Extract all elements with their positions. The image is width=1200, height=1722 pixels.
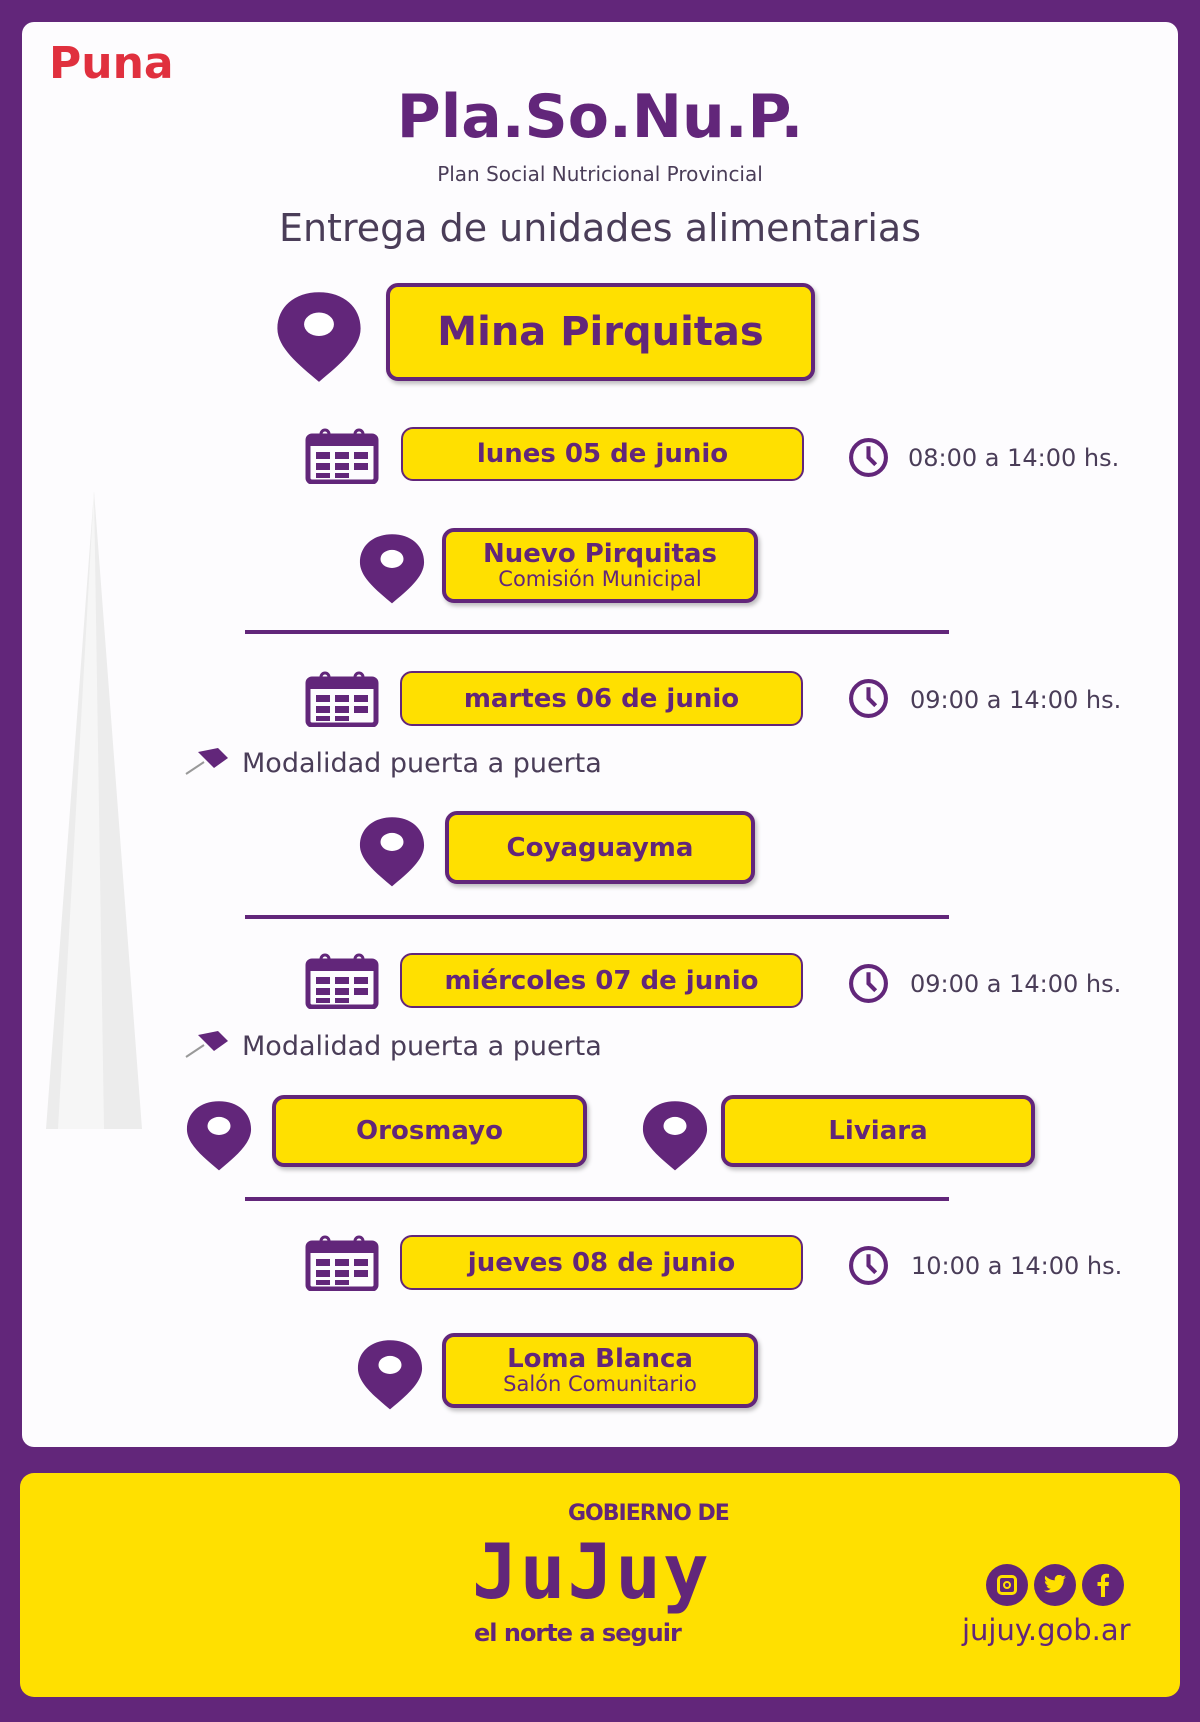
place-name: Loma Blanca <box>507 1343 693 1374</box>
date-box: martes 06 de junio <box>400 671 803 726</box>
clock-icon <box>848 437 889 478</box>
location-pin-icon <box>271 288 367 384</box>
region-label: Puna <box>49 38 174 89</box>
section-heading: Entrega de unidades alimentarias <box>278 206 922 250</box>
date-box: jueves 08 de junio <box>400 1235 803 1290</box>
obelisk-illustration <box>46 491 142 1129</box>
calendar-icon <box>305 953 379 1009</box>
content-card <box>22 22 1178 1447</box>
date-label: miércoles 07 de junio <box>444 965 759 996</box>
place-detail: Comisión Municipal <box>498 567 702 592</box>
modality-label: Modalidad puerta a puerta <box>242 748 602 779</box>
location-pin-icon <box>638 1098 712 1172</box>
place-box: Nuevo Pirquitas Comisión Municipal <box>442 528 758 603</box>
calendar-icon <box>305 1235 379 1291</box>
date-box: lunes 05 de junio <box>401 427 804 481</box>
location-pin-icon <box>182 1098 256 1172</box>
logo-top: GOBIERNO DE <box>568 1501 730 1526</box>
main-location-box: Mina Pirquitas <box>386 283 815 381</box>
page-subtitle: Plan Social Nutricional Provincial <box>437 162 763 186</box>
pushpin-icon <box>184 746 232 776</box>
page-title: Pla.So.Nu.P. <box>396 82 804 152</box>
main-location-label: Mina Pirquitas <box>437 309 764 355</box>
place-name: Orosmayo <box>356 1116 503 1146</box>
social-icons <box>986 1564 1124 1606</box>
location-pin-icon <box>355 531 429 605</box>
clock-icon <box>848 1245 889 1286</box>
date-label: lunes 05 de junio <box>476 439 729 469</box>
place-box: Loma Blanca Salón Comunitario <box>442 1333 758 1408</box>
place-box: Orosmayo <box>272 1095 587 1167</box>
date-box: miércoles 07 de junio <box>400 953 803 1008</box>
divider <box>245 915 949 919</box>
website-link[interactable]: jujuy.gob.ar <box>962 1613 1131 1647</box>
time-label: 09:00 a 14:00 hs. <box>910 970 1122 998</box>
time-label: 08:00 a 14:00 hs. <box>908 444 1120 472</box>
place-name: Liviara <box>828 1116 928 1146</box>
logo-tagline: el norte a seguir <box>474 1619 682 1647</box>
calendar-icon <box>305 671 379 727</box>
date-label: martes 06 de junio <box>463 683 740 714</box>
facebook-icon[interactable] <box>1082 1564 1124 1606</box>
logo-main: JuJuy <box>472 1527 711 1616</box>
instagram-icon[interactable] <box>986 1564 1028 1606</box>
place-detail: Salón Comunitario <box>503 1372 697 1397</box>
clock-icon <box>848 678 889 719</box>
location-pin-icon <box>353 1337 427 1411</box>
calendar-icon <box>305 428 379 484</box>
pushpin-icon <box>184 1029 232 1059</box>
twitter-icon[interactable] <box>1034 1564 1076 1606</box>
place-name: Coyaguayma <box>506 832 694 863</box>
time-label: 09:00 a 14:00 hs. <box>910 686 1122 714</box>
place-box: Coyaguayma <box>445 811 755 884</box>
modality-label: Modalidad puerta a puerta <box>242 1031 602 1062</box>
place-name: Nuevo Pirquitas <box>482 538 718 569</box>
location-pin-icon <box>355 814 429 888</box>
place-box: Liviara <box>721 1095 1035 1167</box>
divider <box>245 630 949 634</box>
time-label: 10:00 a 14:00 hs. <box>911 1252 1123 1280</box>
date-label: jueves 08 de junio <box>467 1247 736 1278</box>
clock-icon <box>848 963 889 1004</box>
divider <box>245 1197 949 1201</box>
